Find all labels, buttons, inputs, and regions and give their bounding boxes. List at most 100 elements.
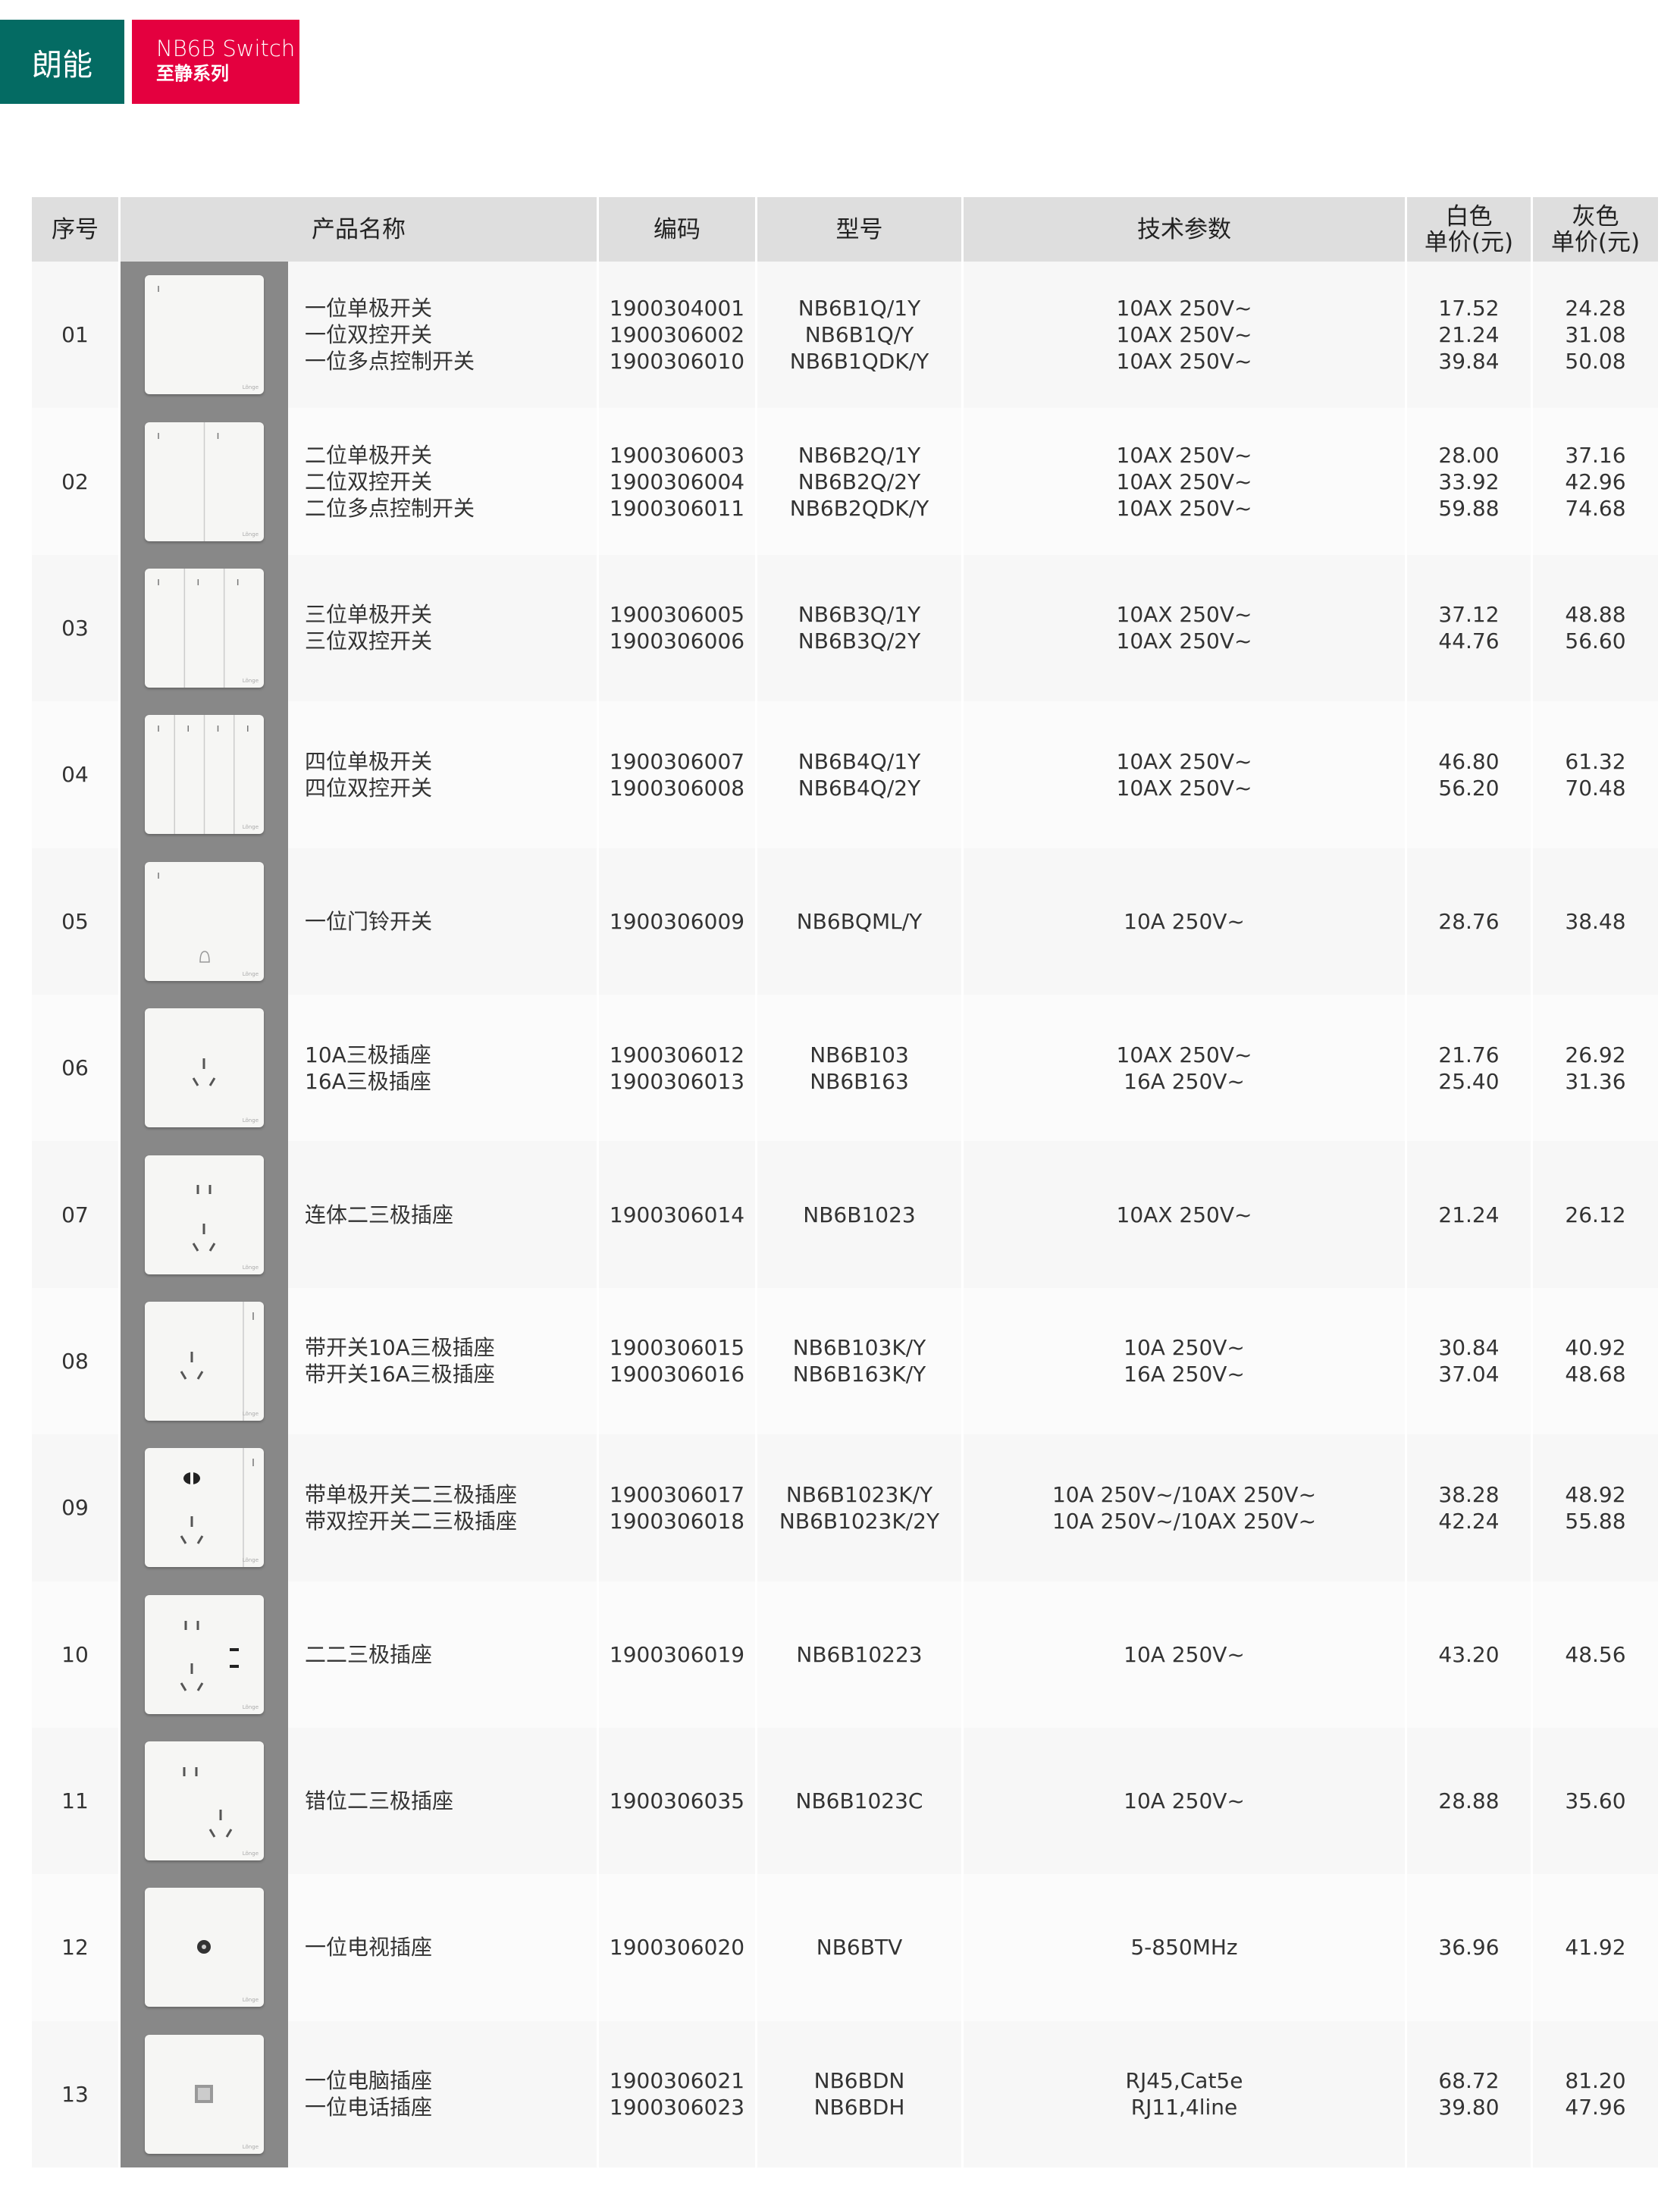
table-row: 02 Lõnge 二位单极开关 二位双控开关 二位多点控制开关 1900306003 …: [32, 408, 1658, 555]
row-no: 05: [32, 848, 121, 995]
product-name: 连体二三极插座: [288, 1141, 599, 1288]
product-model: NB6BDN NB6BDH: [757, 2020, 964, 2168]
product-name: 一位电脑插座 一位电话插座: [288, 2020, 599, 2168]
header-spec: 技术参数: [964, 197, 1407, 262]
product-spec: 10A 250V~/10AX 250V~ 10A 250V~/10AX 250V…: [964, 1434, 1407, 1581]
white-price: 37.12 44.76: [1407, 554, 1533, 702]
product-image: Lõnge: [121, 701, 288, 848]
product-image: Lõnge: [121, 1434, 288, 1581]
product-spec: RJ45,Cat5e RJ11,4line: [964, 2020, 1407, 2168]
product-image: Lõnge: [121, 994, 288, 1142]
svg-text:Lõnge: Lõnge: [243, 678, 259, 684]
product-name: 四位单极开关 四位双控开关: [288, 701, 599, 848]
switch-2-gang-icon: Lõnge: [145, 422, 264, 541]
white-price: 28.00 33.92 59.88: [1407, 408, 1533, 555]
product-code: 1900306007 1900306008: [599, 701, 757, 848]
brand-logo: 朗能: [0, 20, 124, 104]
product-image: Lõnge: [121, 408, 288, 555]
product-model: NB6BQML/Y: [757, 848, 964, 995]
data-socket-icon: Lõnge: [145, 2034, 264, 2154]
product-model: NB6B10223: [757, 1581, 964, 1728]
product-name: 一位门铃开关: [288, 848, 599, 995]
product-code: 1900304001 1900306002 1900306010: [599, 262, 757, 409]
product-model: NB6B1Q/1Y NB6B1Q/Y NB6B1QDK/Y: [757, 262, 964, 409]
svg-text:Lõnge: Lõnge: [243, 384, 259, 390]
socket-3pin-icon: Lõnge: [145, 1008, 264, 1128]
header-model: 型号: [757, 197, 964, 262]
brand-name: 朗能: [32, 47, 92, 83]
product-name: 10A三极插座 16A三极插座: [288, 994, 599, 1142]
product-name: 二二三极插座: [288, 1581, 599, 1728]
svg-text:Lõnge: Lõnge: [243, 1265, 259, 1271]
product-spec: 10AX 250V~ 16A 250V~: [964, 994, 1407, 1142]
svg-text:Lõnge: Lõnge: [243, 1997, 259, 2003]
svg-text:Lõnge: Lõnge: [243, 2144, 259, 2150]
row-no: 01: [32, 262, 121, 409]
gray-price: 48.56: [1533, 1581, 1658, 1728]
header-name: 产品名称: [121, 197, 599, 262]
svg-text:Lõnge: Lõnge: [243, 1117, 259, 1124]
product-name: 带开关10A三极插座 带开关16A三极插座: [288, 1287, 599, 1435]
table-row: 13 Lõnge 一位电脑插座 一位电话插座 1900306021 190030602…: [32, 2020, 1658, 2168]
series-cn: 至静系列: [156, 63, 229, 84]
table-row: 01 Lõnge 一位单极开关 一位双控开关 一位多点控制开关 1900304001 …: [32, 262, 1658, 409]
product-image: Lõnge: [121, 262, 288, 409]
product-code: 1900306003 1900306004 1900306011: [599, 408, 757, 555]
product-image: Lõnge: [121, 1581, 288, 1728]
product-image: Lõnge: [121, 848, 288, 995]
product-code: 1900306017 1900306018: [599, 1434, 757, 1581]
white-price: 43.20: [1407, 1581, 1533, 1728]
table-row: 11 Lõnge 错位二三极插座 1900306035 NB6B1023C 10A 250…: [32, 1727, 1658, 1875]
product-spec: 10AX 250V~ 10AX 250V~: [964, 554, 1407, 702]
product-spec: 10A 250V~: [964, 848, 1407, 995]
product-name: 二位单极开关 二位双控开关 二位多点控制开关: [288, 408, 599, 555]
gray-price: 35.60: [1533, 1727, 1658, 1875]
gray-price: 41.92: [1533, 1874, 1658, 2021]
gray-price: 26.92 31.36: [1533, 994, 1658, 1142]
row-no: 04: [32, 701, 121, 848]
white-price: 46.80 56.20: [1407, 701, 1533, 848]
product-name: 带单极开关二三极插座 带双控开关二三极插座: [288, 1434, 599, 1581]
product-spec: 10AX 250V~: [964, 1141, 1407, 1288]
product-code: 1900306021 1900306023: [599, 2020, 757, 2168]
product-code: 1900306009: [599, 848, 757, 995]
row-no: 10: [32, 1581, 121, 1728]
table-row: 05 Lõnge 一位门铃开关 1900306009 NB6BQML/Y 10A 250V…: [32, 848, 1658, 995]
svg-text:Lõnge: Lõnge: [243, 971, 259, 977]
gray-price: 48.88 56.60: [1533, 554, 1658, 702]
table-row: 07 Lõnge 连体二三极插座 1900306014 NB6B1023 10AX 250…: [32, 1141, 1658, 1288]
white-price: 28.76: [1407, 848, 1533, 995]
tv-socket-icon: Lõnge: [145, 1888, 264, 2008]
white-price: 17.52 21.24 39.84: [1407, 262, 1533, 409]
white-price: 30.84 37.04: [1407, 1287, 1533, 1435]
white-price: 68.72 39.80: [1407, 2020, 1533, 2168]
product-code: 1900306012 1900306013: [599, 994, 757, 1142]
row-no: 03: [32, 554, 121, 702]
product-model: NB6B1023C: [757, 1727, 964, 1875]
header-white-price: 白色 单价(元): [1407, 197, 1533, 262]
row-no: 11: [32, 1727, 121, 1875]
product-code: 1900306014: [599, 1141, 757, 1288]
table-row: 06 Lõnge 10A三极插座 16A三极插座 1900306012 1900306…: [32, 994, 1658, 1142]
price-table: 序号 产品名称 编码 型号 技术参数 白色 单价(元) 灰色 单价(元) 01 L…: [32, 197, 1658, 2168]
product-code: 1900306019: [599, 1581, 757, 1728]
product-spec: 10AX 250V~ 10AX 250V~: [964, 701, 1407, 848]
product-name: 一位单极开关 一位双控开关 一位多点控制开关: [288, 262, 599, 409]
gray-price: 48.92 55.88: [1533, 1434, 1658, 1581]
table-row: 03 Lõnge 三位单极开关 三位双控开关 1900306005 190030600…: [32, 554, 1658, 702]
product-image: Lõnge: [121, 1141, 288, 1288]
product-model: NB6B1023: [757, 1141, 964, 1288]
socket-2-2-3pin-icon: Lõnge: [145, 1594, 264, 1714]
gray-price: 26.12: [1533, 1141, 1658, 1288]
gray-price: 81.20 47.96: [1533, 2020, 1658, 2168]
gray-price: 61.32 70.48: [1533, 701, 1658, 848]
table-row: 09 Lõnge 带单极开关二三极插座 带双控开关二三极插座 1900306017 1…: [32, 1434, 1658, 1581]
row-no: 08: [32, 1287, 121, 1435]
gray-price: 24.28 31.08 50.08: [1533, 262, 1658, 409]
product-name: 一位电视插座: [288, 1874, 599, 2021]
product-model: NB6B103 NB6B163: [757, 994, 964, 1142]
product-image: Lõnge: [121, 2020, 288, 2168]
product-spec: 10A 250V~: [964, 1727, 1407, 1875]
product-image: Lõnge: [121, 1874, 288, 2021]
product-spec: 10A 250V~: [964, 1581, 1407, 1728]
